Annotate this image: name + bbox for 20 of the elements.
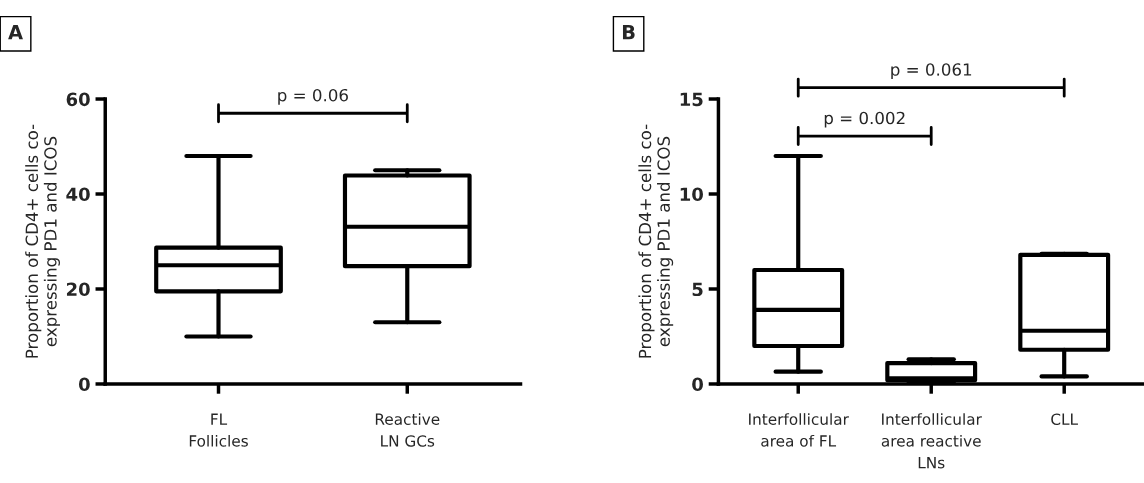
annotation: p = 0.002	[824, 111, 905, 128]
annotation: p = 0.06	[278, 88, 348, 105]
y-tick-label: 0	[78, 377, 90, 392]
x-tick-label: CLL	[1051, 413, 1078, 425]
y-tick-label: 40	[66, 187, 90, 202]
y-tick-label: 0	[692, 377, 703, 392]
y-axis-title: Proportion of CD4+ cells co- expressing PD1 and ICOS	[638, 124, 674, 358]
chart-title: A	[8, 25, 23, 40]
y-tick-label: 20	[66, 282, 90, 297]
y-axis-title: Proportion of CD4+ cells co- expressing PD1 and ICOS	[25, 124, 60, 358]
x-tick-label: Interfollicular area reactive LNs	[881, 413, 982, 469]
y-tick-label: 60	[66, 92, 90, 107]
x-tick-label: Reactive LN GCs	[375, 413, 440, 447]
y-tick-label: 15	[680, 92, 703, 107]
y-tick-label: 5	[692, 282, 703, 297]
y-tick-label: 10	[680, 187, 703, 202]
text: p = 0.061	[891, 63, 972, 80]
x-tick-label: Interfollicular area of FL	[749, 413, 849, 447]
x-tick-label: FL Follicles	[189, 413, 248, 447]
chart-title: B	[622, 25, 635, 40]
